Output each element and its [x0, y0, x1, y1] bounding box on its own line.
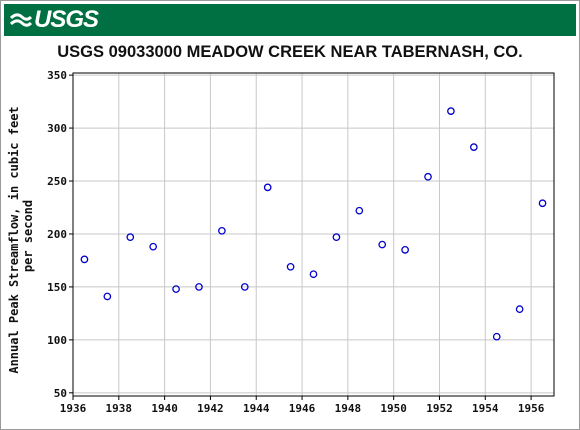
y-tick-label: 50: [54, 387, 67, 400]
data-point: [401, 246, 409, 254]
y-tick-label: 300: [47, 122, 67, 135]
data-point: [424, 172, 432, 181]
data-point: [172, 285, 180, 293]
plot-area: [73, 73, 554, 396]
plot-border: [72, 72, 555, 397]
tick-labels: 1936 1938 1940 1942 1944 1946 1948 1950 1952 1954…: [47, 69, 545, 415]
data-point: [195, 283, 203, 291]
x-tick-label: 1954: [472, 402, 499, 415]
x-tick-label: 1952: [426, 402, 453, 415]
data-point: [286, 262, 295, 271]
usgs-logo-icon: [10, 13, 32, 27]
grid-lines: [72, 73, 554, 396]
x-tick-label: 1944: [243, 402, 270, 415]
data-point: [149, 242, 158, 251]
axes: [69, 72, 555, 400]
usgs-banner: USGS: [4, 4, 576, 36]
x-tick-label: 1946: [289, 402, 316, 415]
data-point: [218, 226, 226, 235]
y-tick-label: 350: [47, 69, 67, 82]
y-tick-label: 200: [47, 228, 67, 241]
data-point: [309, 270, 318, 279]
data-point: [263, 183, 272, 192]
x-tick-label: 1948: [335, 402, 362, 415]
data-point: [469, 143, 478, 151]
data-point: [240, 283, 249, 291]
x-tick-label: 1938: [106, 402, 133, 415]
y-tick-label: 150: [47, 281, 67, 294]
y-axis-label-line-1: Annual Peak Streamflow, in cubic feet: [7, 106, 21, 373]
x-tick-label: 1936: [60, 402, 87, 415]
data-point: [332, 233, 341, 241]
x-tick-label: 1942: [197, 402, 224, 415]
usgs-logo-text: USGS: [34, 6, 99, 33]
data-point: [80, 255, 89, 264]
data-point: [538, 199, 547, 208]
y-tick-label: 100: [47, 334, 67, 347]
data-point: [355, 206, 364, 215]
data-point: [447, 107, 455, 115]
x-tick-label: 1956: [518, 402, 545, 415]
chart-title: USGS 09033000 MEADOW CREEK NEAR TABERNAS…: [57, 43, 523, 61]
x-tick-label: 1950: [380, 402, 407, 415]
data-point: [492, 332, 501, 341]
data-point: [378, 240, 387, 249]
data-point: [126, 233, 135, 241]
y-tick-label: 250: [47, 175, 67, 188]
x-tick-label: 1940: [151, 402, 178, 415]
data-point: [103, 292, 112, 301]
y-axis-label-line-2: per second: [21, 200, 35, 272]
data-points: [80, 107, 547, 341]
data-point: [515, 305, 524, 314]
